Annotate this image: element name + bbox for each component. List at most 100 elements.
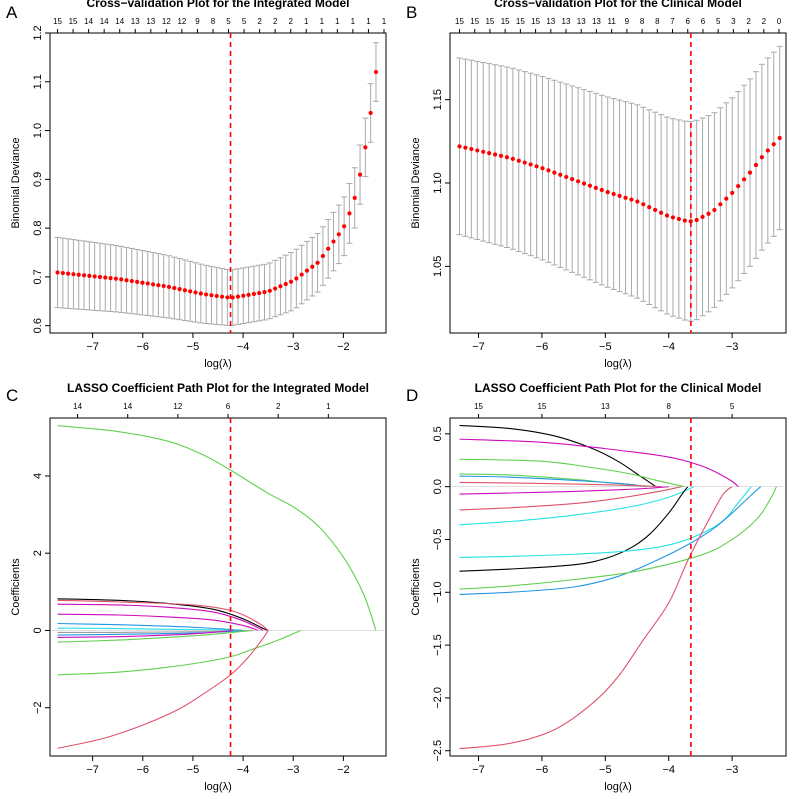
deviance-point <box>581 181 587 186</box>
deviance-point <box>129 278 134 284</box>
deviance-point <box>273 286 278 291</box>
coefficient-path <box>459 486 689 572</box>
deviance-point <box>241 293 246 298</box>
coefficient-path <box>57 629 244 636</box>
deviance-point <box>623 195 628 200</box>
panel-label-a: A <box>6 3 18 22</box>
deviance-point <box>204 292 209 297</box>
chart-title-a: Cross−validation Plot for the Integrated… <box>86 0 349 10</box>
deviance-point <box>605 189 610 195</box>
deviance-point <box>552 170 557 175</box>
y-tick-label: 1.2 <box>32 25 44 40</box>
plot-frame-b <box>449 32 787 334</box>
deviance-point <box>564 174 569 180</box>
top-tick-label: 2 <box>746 17 751 26</box>
y-tick-label: 0.8 <box>32 220 44 235</box>
top-tick-label: 12 <box>162 17 171 26</box>
deviance-point <box>688 219 693 224</box>
top-tick-label: 13 <box>601 402 610 411</box>
top-tick-label: 8 <box>640 17 645 26</box>
coefficient-path <box>57 622 244 632</box>
y-tick-label: 0.5 <box>432 426 444 441</box>
deviance-point <box>540 166 545 171</box>
deviance-point <box>718 202 723 207</box>
deviance-point <box>368 110 373 116</box>
deviance-point <box>599 187 604 193</box>
top-tick-label: 1 <box>335 17 340 26</box>
top-tick-label: 13 <box>577 17 586 26</box>
x-tick-label: −4 <box>237 764 250 776</box>
deviance-point <box>528 162 533 167</box>
deviance-point <box>516 158 521 163</box>
deviance-point <box>251 291 256 297</box>
top-tick-label: 12 <box>177 17 186 26</box>
top-tick-label: 14 <box>73 402 82 411</box>
coefficient-path <box>459 486 762 595</box>
y-tick-label: 0.7 <box>32 269 44 284</box>
x-tick-label: −5 <box>599 341 612 353</box>
x-tick-label: −3 <box>287 341 300 353</box>
x-tick-label: −4 <box>662 341 675 353</box>
coefficient-path <box>57 629 234 638</box>
deviance-point <box>706 211 711 216</box>
top-tick-label: 2 <box>273 17 278 26</box>
x-tick-label: −2 <box>337 341 350 353</box>
top-tick-label: 15 <box>531 17 540 26</box>
x-tick-label: −3 <box>726 764 739 776</box>
top-tick-label: 8 <box>666 402 671 411</box>
deviance-point <box>235 294 241 299</box>
y-tick-label: 4 <box>32 473 44 479</box>
deviance-point <box>587 183 593 188</box>
coefficient-path <box>57 630 269 749</box>
top-tick-label: 13 <box>146 17 155 26</box>
deviance-point <box>140 280 145 285</box>
top-tick-label: 9 <box>195 17 200 26</box>
coefficient-path <box>459 486 752 558</box>
deviance-point <box>71 272 76 277</box>
deviance-point <box>522 160 527 165</box>
deviance-point <box>331 239 336 244</box>
deviance-point <box>246 292 251 297</box>
deviance-point <box>759 155 764 160</box>
top-tick-label: 15 <box>501 17 510 26</box>
deviance-point <box>676 216 681 222</box>
deviance-point <box>647 205 652 210</box>
x-tick-label: −6 <box>137 764 150 776</box>
deviance-point <box>172 285 177 291</box>
chart-title-d: LASSO Coefficient Path Plot for the Clin… <box>475 381 762 395</box>
deviance-point <box>771 142 776 147</box>
top-tick-label: 8 <box>211 17 216 26</box>
deviance-point <box>166 284 172 289</box>
deviance-point <box>267 288 272 293</box>
x-tick-label: −4 <box>662 764 675 776</box>
top-tick-label: 5 <box>226 17 231 26</box>
deviance-point <box>188 289 193 294</box>
plot-area-b <box>456 45 783 322</box>
y-tick-label: 1.1 <box>32 74 44 89</box>
panel-label-b: B <box>406 3 417 22</box>
panel-d: D LASSO Coefficient Path Plot for the Cli… <box>406 381 787 793</box>
x-axis-label-d: log(λ) <box>604 781 632 793</box>
y-tick-label: −2.5 <box>432 740 444 762</box>
deviance-point <box>209 293 214 298</box>
y-tick-label: 1.10 <box>432 172 444 193</box>
deviance-point <box>150 282 156 287</box>
top-tick-label: 3 <box>731 17 736 26</box>
deviance-point <box>487 151 492 156</box>
x-tick-label: −7 <box>472 764 485 776</box>
deviance-point <box>113 276 119 281</box>
x-tick-label: −6 <box>536 764 549 776</box>
deviance-point <box>262 290 267 295</box>
top-tick-label: 1 <box>326 402 331 411</box>
deviance-point <box>214 293 219 299</box>
x-tick-label: −7 <box>472 341 485 353</box>
top-tick-label: 15 <box>53 17 62 26</box>
deviance-point <box>694 217 699 223</box>
top-tick-label: 5 <box>242 17 247 26</box>
top-tick-label: 14 <box>100 17 109 26</box>
top-tick-label: 15 <box>516 17 525 26</box>
coefficient-path <box>459 486 777 590</box>
top-tick-label: 9 <box>625 17 630 26</box>
y-tick-label: 0.6 <box>32 318 44 333</box>
